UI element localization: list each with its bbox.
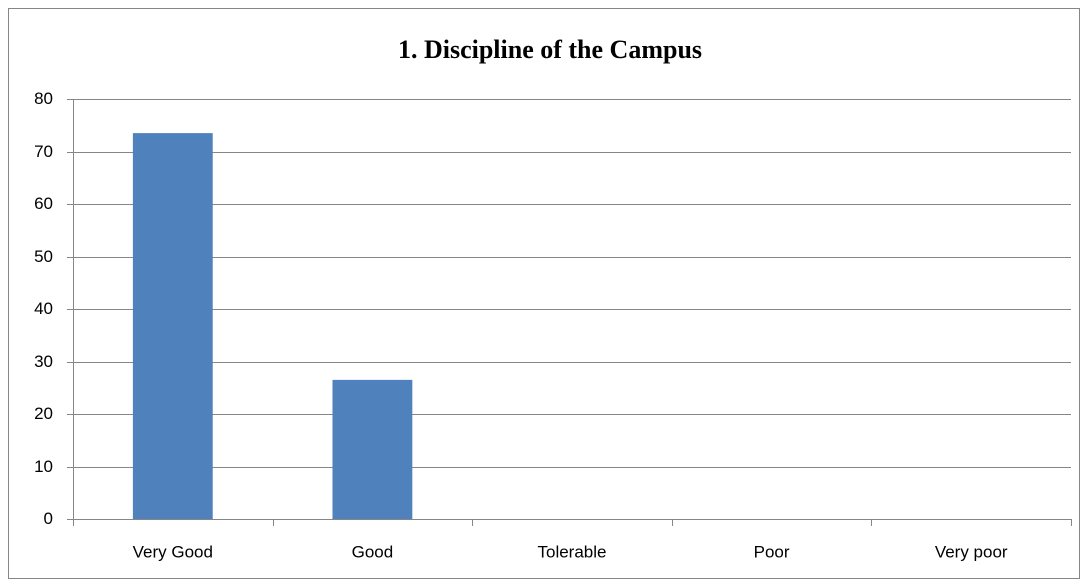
x-tick-label: Tolerable	[538, 542, 607, 561]
x-tick-label: Good	[352, 542, 394, 561]
x-tick-label: Poor	[754, 542, 790, 561]
y-tick-label: 60	[34, 194, 53, 213]
y-tick-label: 70	[34, 142, 53, 161]
y-tick-label: 50	[34, 247, 53, 266]
y-tick-label: 30	[34, 352, 53, 371]
bar	[132, 133, 213, 519]
y-tick-label: 20	[34, 404, 53, 423]
x-tick-label: Very Good	[133, 542, 213, 561]
y-tick-label: 10	[34, 457, 53, 476]
y-tick-label: 80	[34, 89, 53, 108]
x-tick-label: Very poor	[935, 542, 1008, 561]
y-tick-label: 0	[44, 509, 53, 528]
y-tick-label: 40	[34, 299, 53, 318]
chart-title: 1. Discipline of the Campus	[398, 35, 702, 64]
bar	[332, 379, 413, 519]
